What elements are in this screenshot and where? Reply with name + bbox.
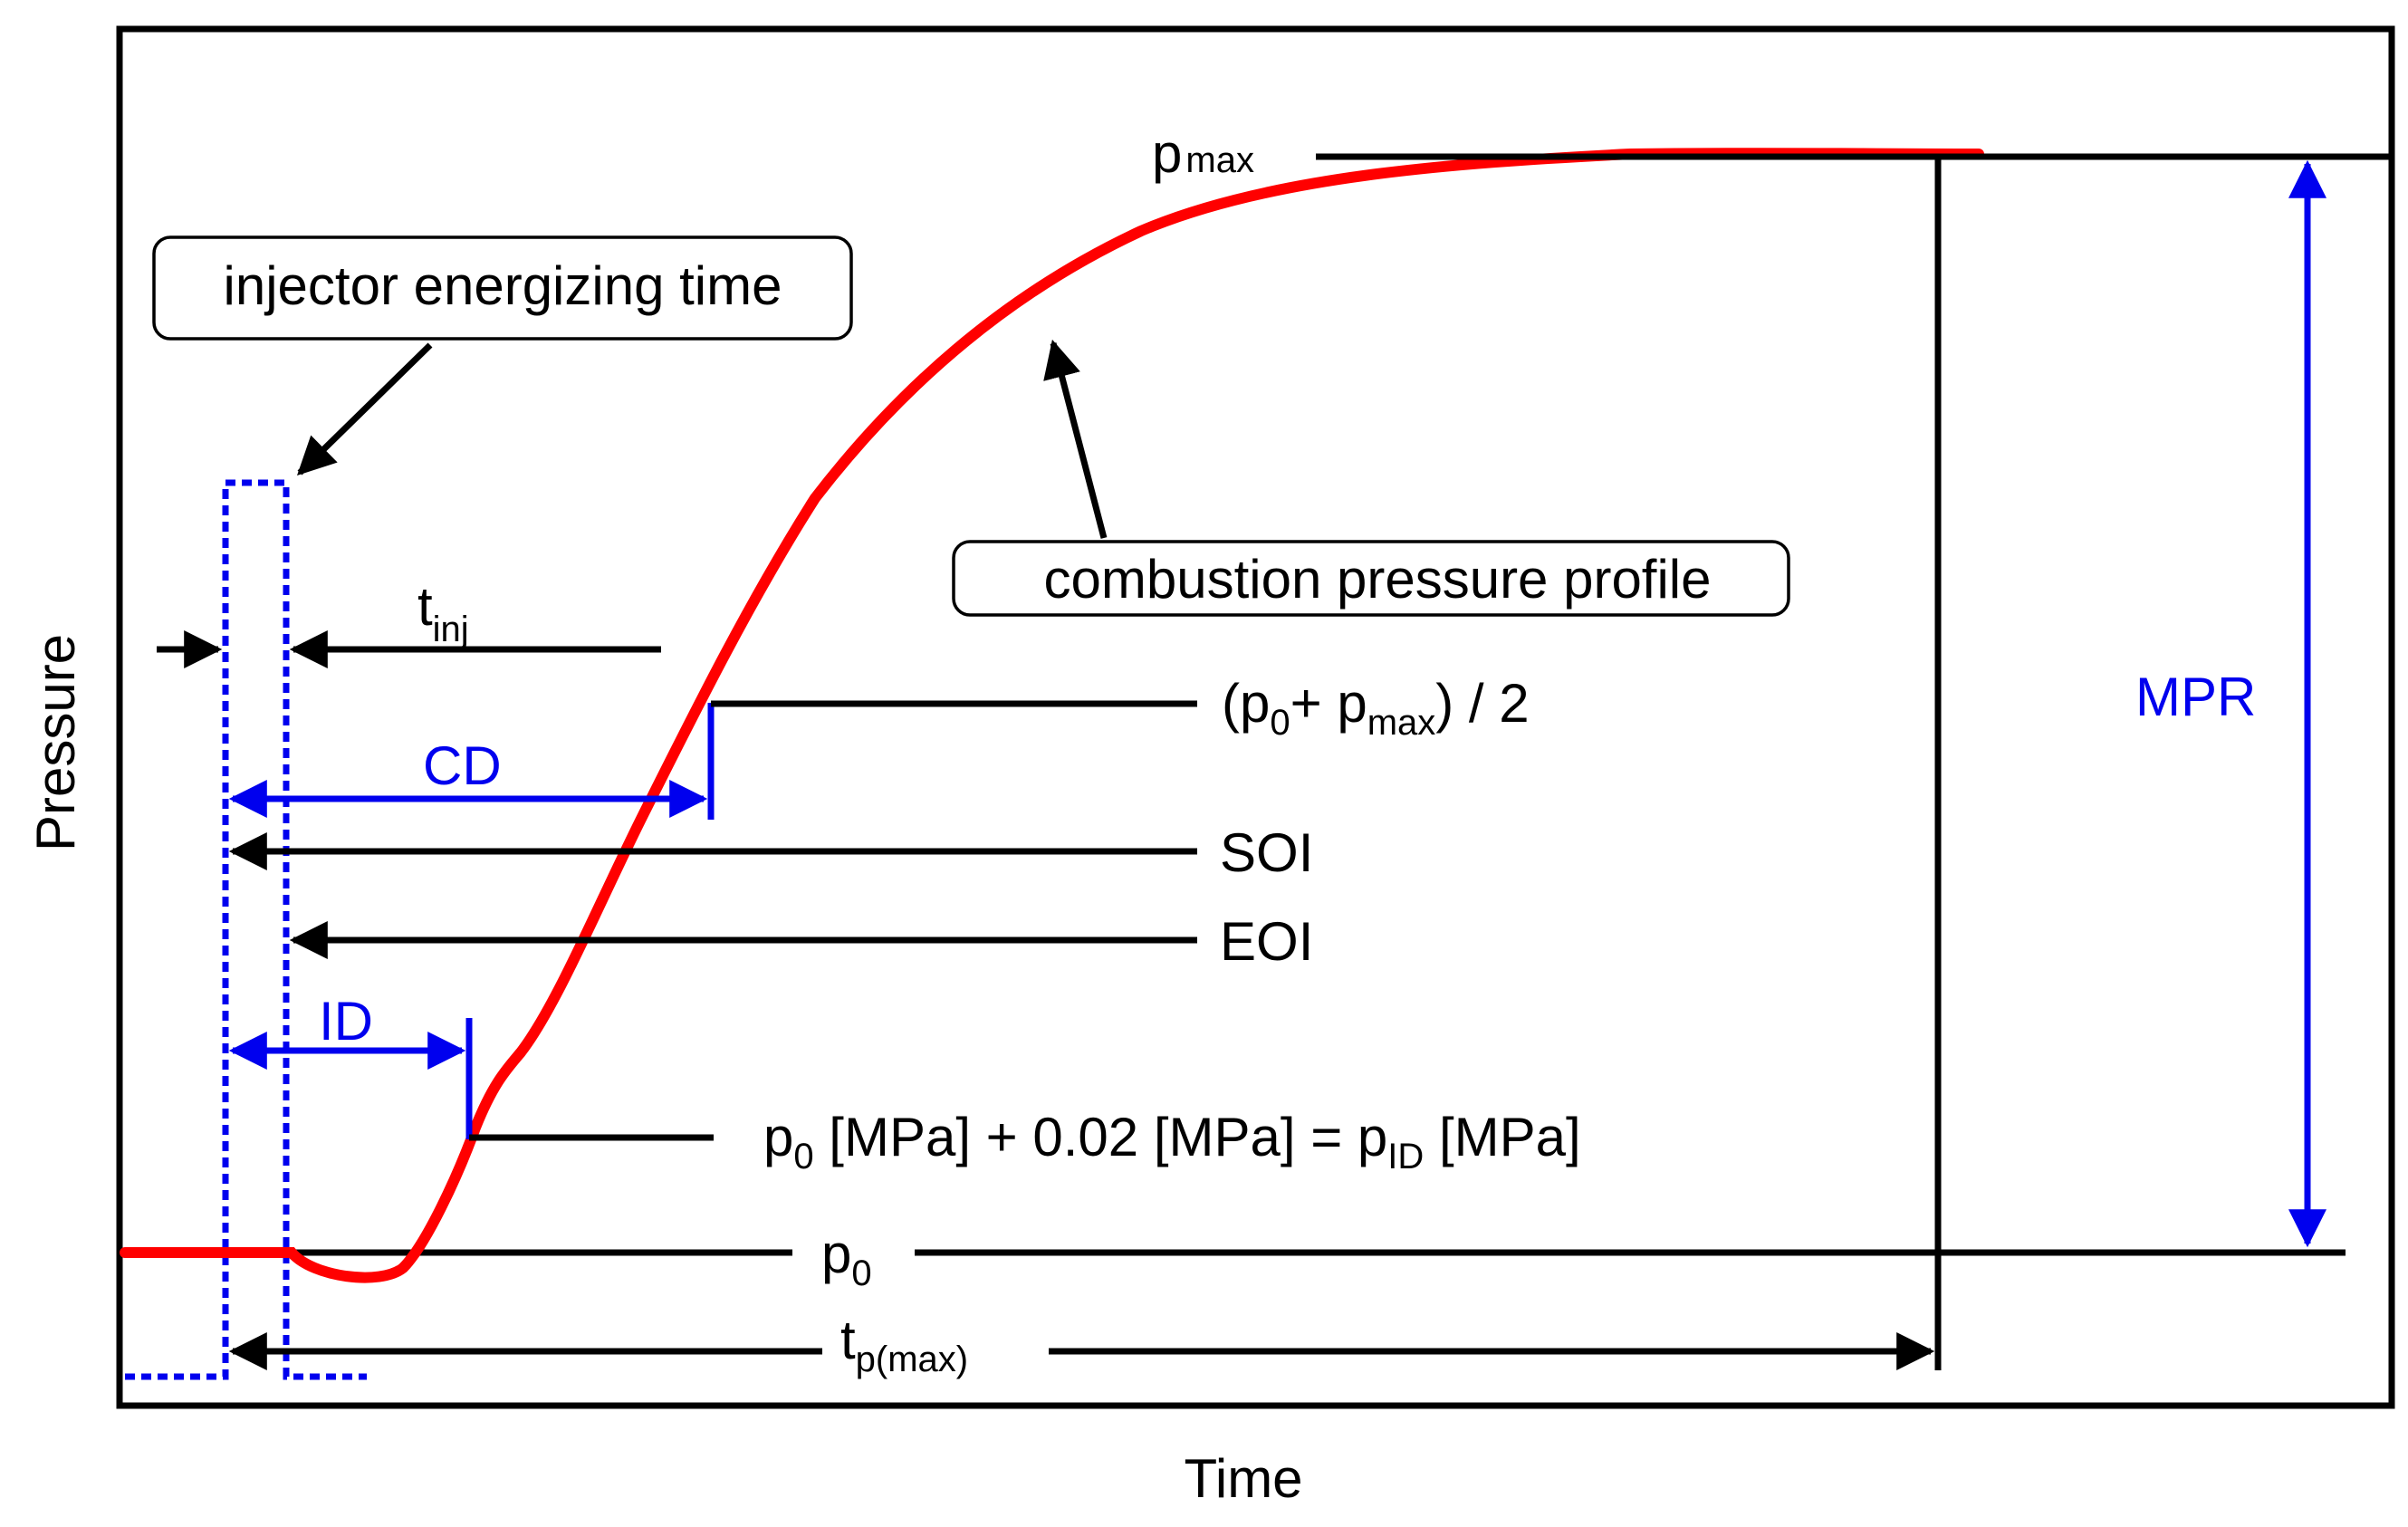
x-axis-label: Time: [1184, 1448, 1302, 1509]
pid-label: p0 [MPa] + 0.02 [MPa] = pID [MPa]: [763, 1107, 1581, 1176]
injector-callout-text: injector energizing time: [224, 255, 782, 316]
combustion-callout-box: [952, 540, 1790, 617]
p0-label: p0: [821, 1224, 872, 1293]
mpr-label: MPR: [2135, 667, 2256, 727]
plot-frame: [116, 25, 2395, 1409]
cd-label: CD: [423, 735, 502, 796]
tinj-label: tinj: [417, 576, 469, 649]
combustion-callout-pointer: [1043, 339, 1108, 539]
eoi-label: EOI: [1220, 911, 1313, 972]
injector-callout-box: [152, 235, 853, 341]
injector-pulse-trace: [125, 479, 367, 1380]
y-axis-label: Pressure: [25, 634, 86, 851]
tpmax-label: tp(max): [840, 1310, 968, 1379]
soi-label: SOI: [1220, 822, 1313, 883]
injector-callout-pointer: [296, 342, 433, 475]
half-pressure-label: (p0+ pmax) / 2: [1222, 673, 1530, 743]
id-label: ID: [319, 991, 373, 1052]
pmax-label: p max: [1152, 123, 1254, 184]
combustion-callout-text: combustion pressure profile: [1043, 549, 1711, 610]
